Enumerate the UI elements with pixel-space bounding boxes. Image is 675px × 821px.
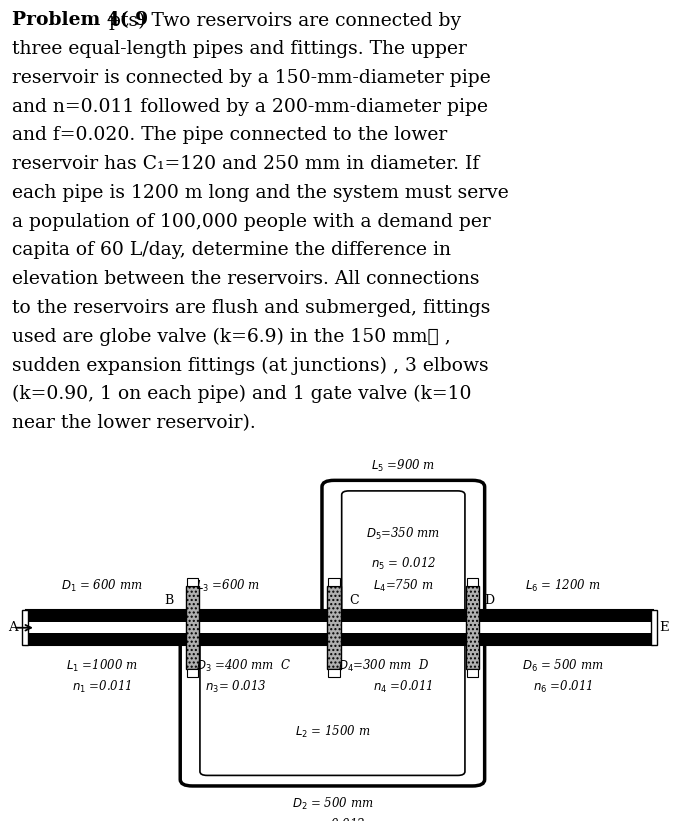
Text: $n_2$ = 0.012: $n_2$ = 0.012: [300, 818, 365, 821]
Bar: [186, 578, 198, 586]
Text: capita of 60 L/day, determine the difference in: capita of 60 L/day, determine the differ…: [12, 241, 451, 259]
Bar: [327, 586, 341, 669]
Text: $D_6$ = 500 mm: $D_6$ = 500 mm: [522, 658, 603, 674]
Text: $D_3$ =400 mm  C: $D_3$ =400 mm C: [196, 658, 291, 674]
Text: reservoir is connected by a 150-mm-diameter pipe: reservoir is connected by a 150-mm-diame…: [12, 69, 491, 87]
Bar: [651, 610, 657, 645]
Bar: [186, 586, 199, 669]
Bar: [466, 586, 479, 669]
Bar: [328, 578, 340, 586]
Text: $L_1$ =1000 m: $L_1$ =1000 m: [66, 658, 138, 674]
Text: E: E: [659, 621, 668, 635]
Bar: [328, 669, 340, 677]
Text: $n_1$ =0.011: $n_1$ =0.011: [72, 680, 132, 695]
FancyBboxPatch shape: [200, 641, 465, 775]
FancyBboxPatch shape: [342, 491, 465, 614]
Text: Problem 4( 9: Problem 4( 9: [12, 11, 149, 30]
Text: $n_4$ =0.011: $n_4$ =0.011: [373, 680, 433, 695]
Text: and f=0.020. The pipe connected to the lower: and f=0.020. The pipe connected to the l…: [12, 126, 448, 144]
FancyBboxPatch shape: [180, 639, 485, 786]
Text: $D_5$=350 mm: $D_5$=350 mm: [367, 525, 440, 542]
Text: $D_4$=300 mm  D: $D_4$=300 mm D: [338, 658, 429, 674]
Text: C: C: [349, 594, 358, 607]
Text: pts) Two reservoirs are connected by: pts) Two reservoirs are connected by: [103, 11, 461, 30]
Text: A: A: [8, 621, 18, 635]
Text: $n_3$= 0.013: $n_3$= 0.013: [205, 680, 266, 695]
Text: B: B: [164, 594, 173, 607]
Text: elevation between the reservoirs. All connections: elevation between the reservoirs. All co…: [12, 270, 480, 288]
Text: sudden expansion fittings (at junctions) , 3 elbows: sudden expansion fittings (at junctions)…: [12, 356, 489, 374]
Bar: [467, 578, 478, 586]
Text: $L_5$ =900 m: $L_5$ =900 m: [371, 458, 435, 475]
Text: reservoir has C₁=120 and 250 mm in diameter. If: reservoir has C₁=120 and 250 mm in diame…: [12, 155, 479, 173]
Bar: [26, 610, 653, 645]
Text: $n_5$ = 0.012: $n_5$ = 0.012: [371, 555, 436, 571]
Text: $n_6$ =0.011: $n_6$ =0.011: [533, 680, 593, 695]
Text: $D_1$ = 600 mm: $D_1$ = 600 mm: [61, 578, 143, 594]
Text: near the lower reservoir).: near the lower reservoir).: [12, 414, 256, 432]
Text: $L_3$ =600 m: $L_3$ =600 m: [196, 578, 260, 594]
Bar: [186, 669, 198, 677]
Text: (k=0.90, 1 on each pipe) and 1 gate valve (k=10: (k=0.90, 1 on each pipe) and 1 gate valv…: [12, 385, 472, 403]
Bar: [467, 669, 478, 677]
Bar: [22, 610, 28, 645]
Text: three equal-length pipes and fittings. The upper: three equal-length pipes and fittings. T…: [12, 40, 467, 58]
FancyBboxPatch shape: [322, 480, 485, 617]
Text: D: D: [485, 594, 495, 607]
Text: and n=0.011 followed by a 200-mm-diameter pipe: and n=0.011 followed by a 200-mm-diamete…: [12, 98, 488, 116]
Text: $L_4$=750 m: $L_4$=750 m: [373, 578, 433, 594]
Text: each pipe is 1200 m long and the system must serve: each pipe is 1200 m long and the system …: [12, 184, 509, 202]
Text: $L_6$ = 1200 m: $L_6$ = 1200 m: [525, 578, 601, 594]
Bar: [26, 622, 653, 633]
Text: a population of 100,000 people with a demand per: a population of 100,000 people with a de…: [12, 213, 491, 231]
Text: $D_2$ = 500 mm: $D_2$ = 500 mm: [292, 796, 373, 812]
Text: $L_2$ = 1500 m: $L_2$ = 1500 m: [295, 724, 370, 741]
Text: used are globe valve (k=6.9) in the 150 mm∅ ,: used are globe valve (k=6.9) in the 150 …: [12, 328, 451, 346]
Text: to the reservoirs are flush and submerged, fittings: to the reservoirs are flush and submerge…: [12, 299, 491, 317]
